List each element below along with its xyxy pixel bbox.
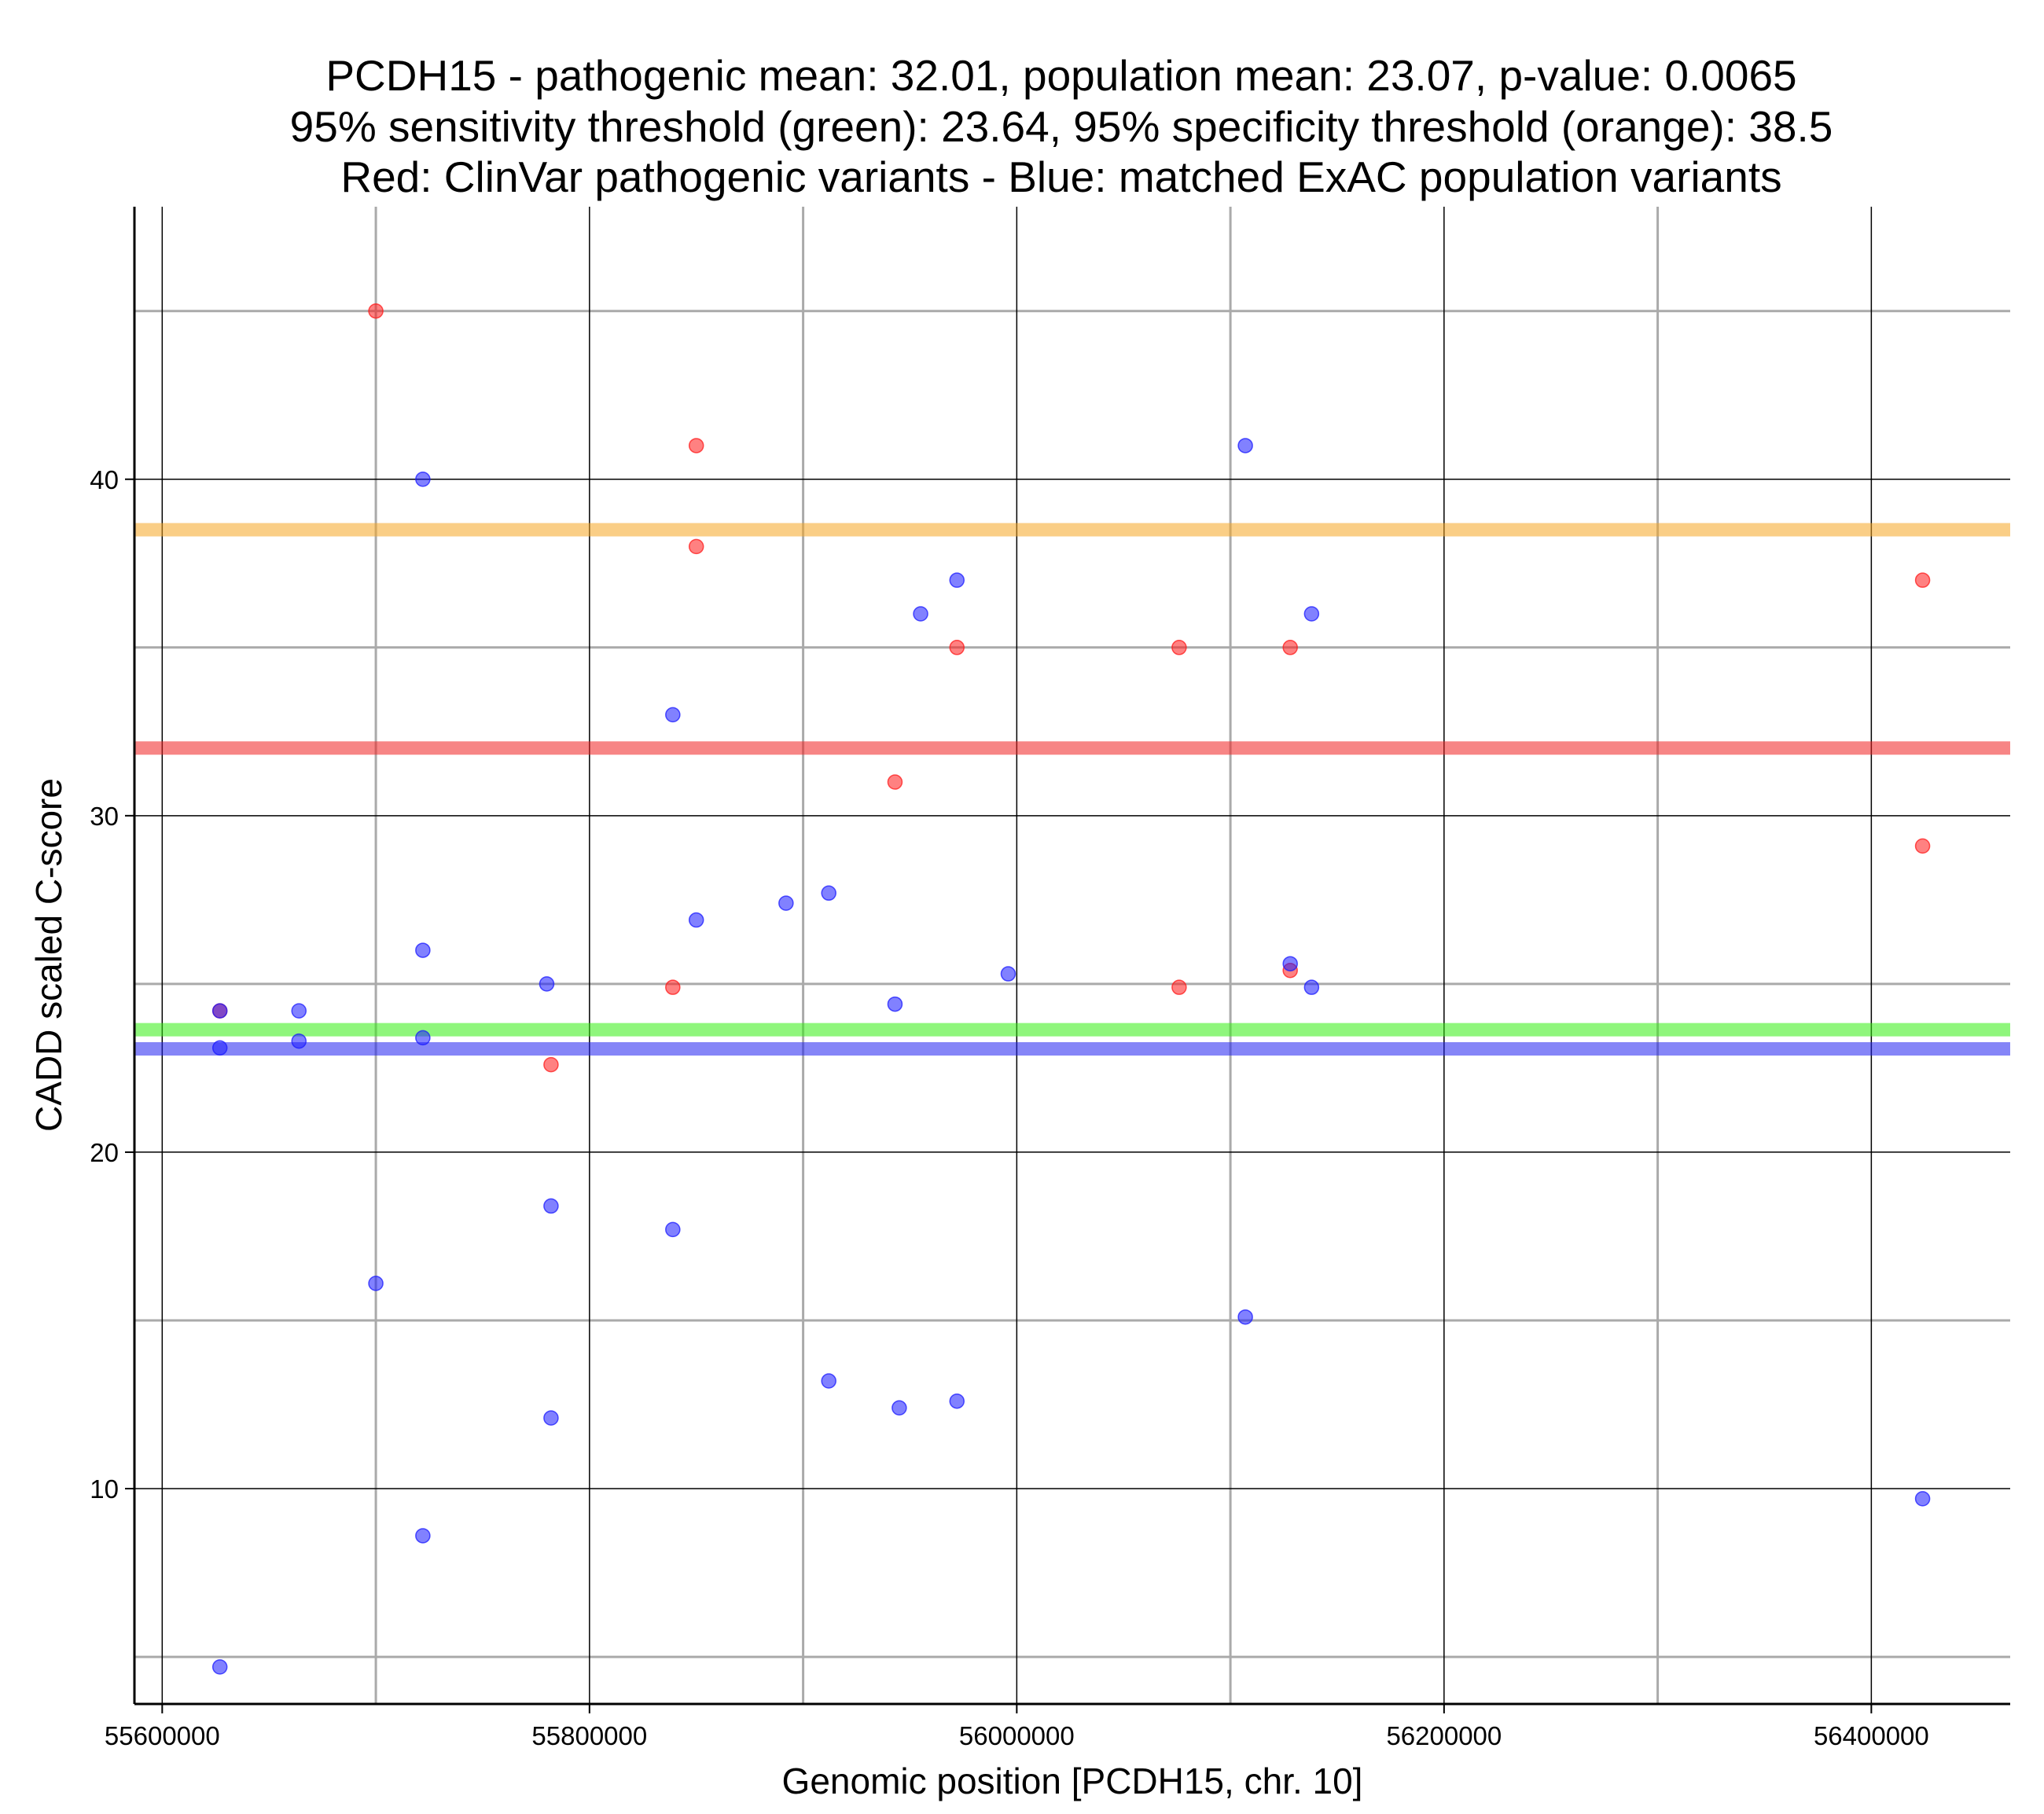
y-tick-label: 10 [90,1474,119,1504]
title-line-1: PCDH15 - pathogenic mean: 32.01, populat… [325,51,1796,100]
data-point [1303,606,1320,622]
data-point [688,538,704,555]
x-tick-label: 55800000 [531,1721,647,1750]
data-point [778,895,794,911]
data-point [1171,979,1187,995]
data-point [291,1033,307,1049]
data-point [1914,1491,1931,1507]
data-point [1237,438,1253,454]
data-point [949,1393,965,1409]
data-point [368,303,384,319]
data-point [688,912,704,928]
data-point [368,1276,384,1291]
data-point [543,1198,559,1214]
data-point [665,707,681,723]
data-point [1282,956,1298,971]
data-point [539,976,555,992]
data-point [887,774,903,790]
data-point [291,1003,307,1019]
data-point [211,1003,228,1019]
data-point [1303,979,1320,995]
data-point [415,472,431,487]
data-point [665,1221,681,1238]
x-tick-label: 56200000 [1386,1721,1502,1750]
data-point [913,606,928,622]
data-point [949,572,965,588]
data-point [1914,572,1931,588]
data-point [415,1528,431,1544]
data-point [1000,966,1016,982]
data-points [211,303,1931,1675]
axes [133,207,2010,1706]
data-point [211,1659,228,1675]
data-point [543,1056,559,1073]
data-point [415,1030,431,1046]
chart-title: PCDH15 - pathogenic mean: 32.01, populat… [290,51,1833,201]
x-tick-label: 56400000 [1814,1721,1929,1750]
y-tick-label: 40 [90,465,119,494]
major-gridlines [134,207,2010,1704]
data-point [1282,640,1298,655]
data-point [415,942,431,958]
x-axis-title: Genomic position [PCDH15, chr. 10] [782,1761,1363,1801]
data-point [1914,838,1931,854]
x-axis-ticks: 55600000 55800000 56000000 56200000 56400000 [105,1704,1929,1750]
data-point [821,1373,836,1389]
data-point [891,1400,907,1416]
minor-gridlines [134,207,2010,1704]
threshold-lines [134,523,2010,1056]
data-point [821,885,836,901]
data-point [887,996,903,1012]
y-tick-label: 20 [90,1138,119,1167]
y-tick-label: 30 [90,802,119,831]
data-point [949,640,965,655]
x-tick-label: 55600000 [105,1721,220,1750]
y-axis-ticks: 10 20 30 40 [90,465,134,1504]
data-point [1171,640,1187,655]
data-point [1237,1309,1253,1325]
data-point [211,1040,228,1056]
data-point [688,438,704,454]
y-axis-title: CADD scaled C-score [28,778,69,1132]
data-point [543,1410,559,1426]
x-tick-label: 56000000 [959,1721,1075,1750]
title-line-2: 95% sensitivity threshold (green): 23.64… [290,102,1833,151]
data-point [665,979,681,995]
title-line-3: Red: ClinVar pathogenic variants - Blue:… [340,152,1781,201]
